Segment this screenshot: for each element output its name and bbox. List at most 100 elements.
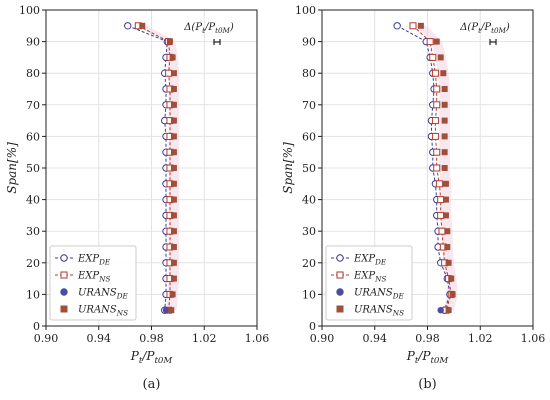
exp-ns-point <box>409 22 417 30</box>
urans-ns-point <box>170 259 177 266</box>
legend-label: EXPDE​ <box>353 254 387 267</box>
y-axis-label: Span[%] <box>281 142 295 194</box>
legend-label: URANSDE​ <box>78 288 129 301</box>
legend-marker <box>336 305 344 313</box>
x-tick-label: 0.90 <box>34 332 59 345</box>
y-tick-label: 50 <box>302 162 316 175</box>
y-tick-label: 50 <box>26 162 40 175</box>
urans-ns-point <box>445 259 452 266</box>
x-tick-label: 0.94 <box>87 332 112 345</box>
y-tick-label: 30 <box>26 225 40 238</box>
panel-label: (b) <box>418 377 436 392</box>
urans-ns-point <box>170 149 177 156</box>
y-tick-label: 60 <box>302 130 316 143</box>
exp-ns-point <box>433 101 441 109</box>
y-tick-label: 90 <box>26 36 40 49</box>
urans-ns-point <box>449 291 456 298</box>
urans-ns-point <box>437 54 444 61</box>
exp-ns-point <box>165 69 173 77</box>
legend-marker <box>60 288 68 296</box>
y-tick-label: 0 <box>309 320 316 333</box>
annotation-label: Δ(Pt​/Pt0M​) <box>459 22 510 35</box>
y-tick-label: 90 <box>302 36 316 49</box>
x-tick-label: 0.90 <box>310 332 335 345</box>
urans-ns-point <box>444 244 451 250</box>
urans-de-point <box>437 307 444 314</box>
legend-box <box>325 245 413 321</box>
exp-ns-point <box>433 164 441 172</box>
legend-marker <box>60 271 68 279</box>
urans-ns-point <box>170 275 177 282</box>
urans-ns-point <box>170 196 177 203</box>
legend-label: URANSNS​ <box>78 305 128 318</box>
urans-ns-point <box>168 307 175 314</box>
urans-ns-point <box>139 22 146 29</box>
legend: EXPDE​ EXPNS​ URANSDE​ URANSNS​ <box>49 245 137 321</box>
x-axis-label: Pt​/Pt0M​ <box>406 349 450 366</box>
urans-ns-band <box>137 25 180 311</box>
x-tick-label: 1.02 <box>192 332 217 345</box>
x-tick-label: 1.06 <box>521 332 546 345</box>
urans-ns-point <box>170 101 177 108</box>
x-tick-label: 0.98 <box>415 332 440 345</box>
exp-ns-point <box>431 117 439 125</box>
urans-ns-point <box>441 86 448 92</box>
legend-label: URANSDE​ <box>354 288 405 301</box>
urans-ns-point <box>170 228 177 235</box>
urans-ns-point <box>169 54 176 61</box>
urans-ns-point <box>441 117 448 124</box>
urans-ns-point <box>445 307 452 314</box>
urans-ns-point <box>448 275 455 282</box>
urans-ns-point <box>169 291 176 298</box>
legend-marker <box>336 288 344 296</box>
urans-ns-band <box>415 25 458 311</box>
x-tick-label: 0.98 <box>139 332 164 345</box>
exp-ns-point <box>426 38 434 46</box>
urans-ns-point <box>442 196 449 203</box>
exp-ns-point <box>433 85 441 93</box>
x-tick-label: 1.02 <box>468 332 493 345</box>
annotation-label: Δ(Pt​/Pt0M​) <box>183 22 234 35</box>
legend-marker <box>336 254 344 262</box>
urans-ns-point <box>441 165 448 171</box>
x-axis-label: Pt​/Pt0M​ <box>130 349 174 366</box>
y-tick-label: 100 <box>19 4 40 17</box>
y-tick-label: 100 <box>295 4 316 17</box>
y-tick-label: 70 <box>302 99 316 112</box>
legend-marker <box>60 305 68 313</box>
exp-ns-point <box>435 180 443 188</box>
y-tick-label: 20 <box>26 257 40 270</box>
chart-panel-a: 0.90 0.94 0.98 1.02 1.06 0 10 20 30 40 50 60 70 80 90 1… <box>5 4 269 392</box>
y-tick-label: 40 <box>302 194 316 207</box>
y-axis-label: Span[%] <box>5 142 19 194</box>
urans-ns-point <box>170 86 177 92</box>
urans-ns-point <box>441 101 448 108</box>
exp-ns-point <box>437 211 445 219</box>
urans-ns-point <box>441 133 448 140</box>
exp-ns-point <box>438 227 446 235</box>
y-tick-label: 80 <box>302 67 316 80</box>
urans-ns-point <box>170 165 177 171</box>
exp-ns-point <box>431 69 439 77</box>
chart-panel-b: 0.90 0.94 0.98 1.02 1.06 0 10 20 30 40 50 60 70 80 90 1… <box>281 4 545 392</box>
urans-ns-point <box>444 228 451 235</box>
urans-ns-point <box>170 180 177 187</box>
urans-ns-point <box>170 133 177 140</box>
urans-ns-point <box>166 38 173 45</box>
exp-ns-point <box>437 196 445 204</box>
urans-ns-point <box>441 149 448 156</box>
urans-ns-point <box>433 38 440 45</box>
y-tick-label: 10 <box>302 288 316 301</box>
legend-marker <box>336 271 344 279</box>
exp-ns-point <box>431 132 439 140</box>
legend-marker <box>60 254 68 262</box>
legend-label: EXPNS​ <box>77 271 110 284</box>
panel-label: (a) <box>143 377 161 392</box>
urans-ns-point <box>170 70 177 77</box>
exp-de-point <box>124 22 132 30</box>
urans-ns-point <box>417 22 424 29</box>
exp-ns-point <box>433 148 441 156</box>
y-tick-label: 10 <box>26 288 40 301</box>
legend: EXPDE​ EXPNS​ URANSDE​ URANSNS​ <box>325 245 413 321</box>
